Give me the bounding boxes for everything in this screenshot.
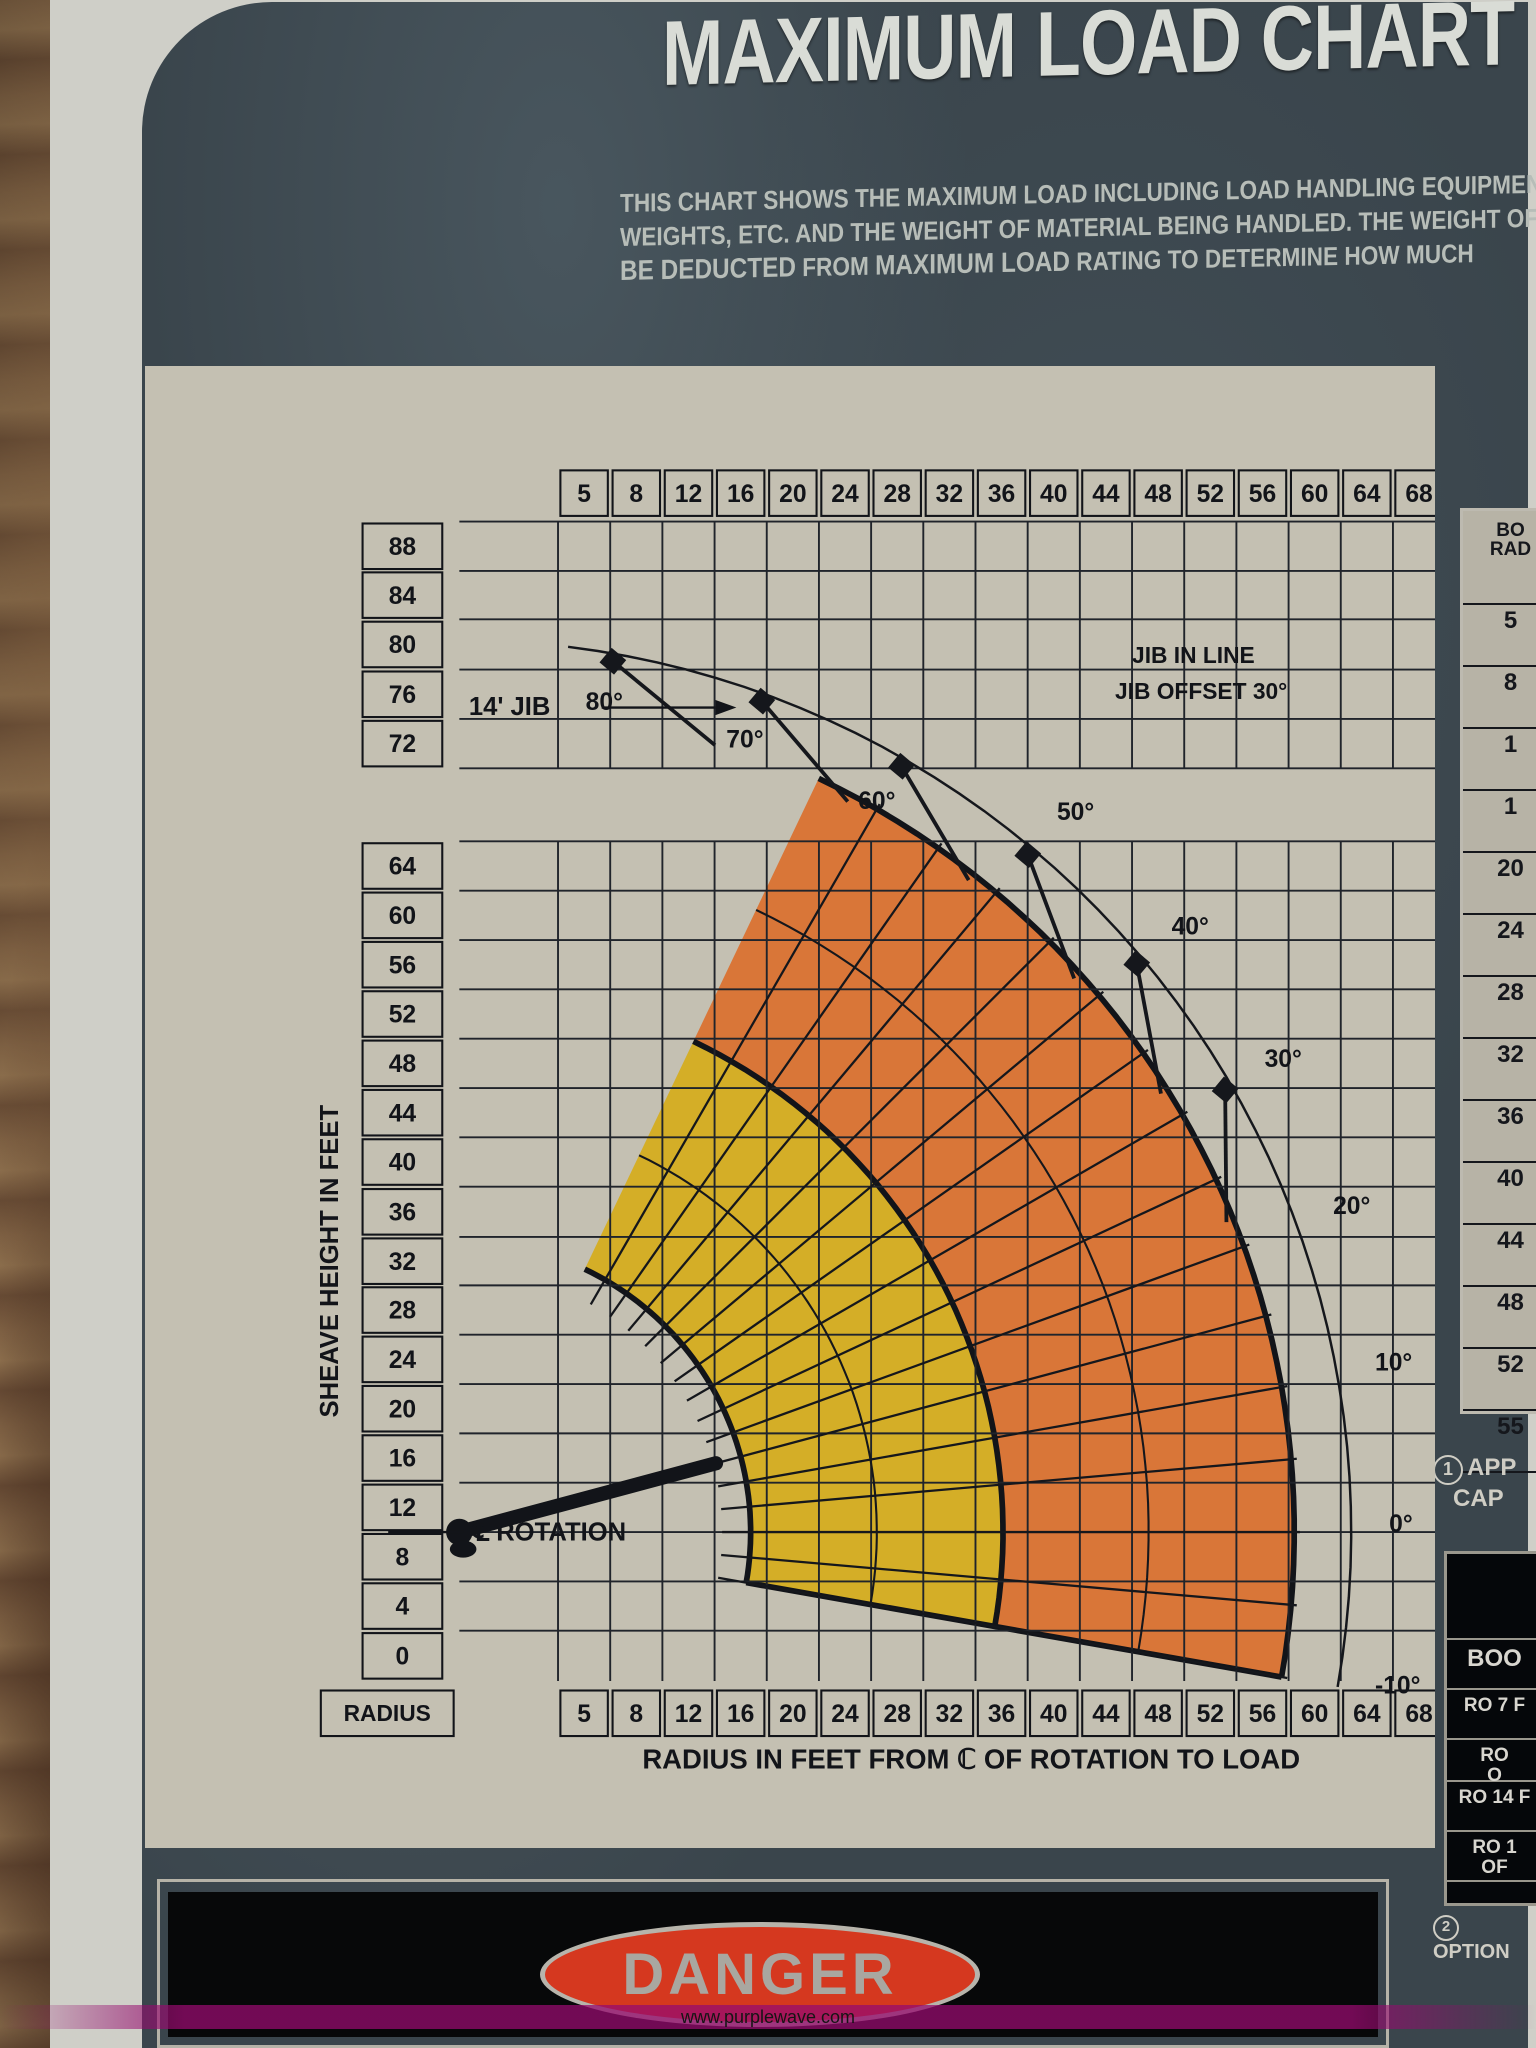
svg-text:76: 76	[389, 682, 416, 709]
svg-text:RADIUS IN FEET FROM ℂ OF ROTAT: RADIUS IN FEET FROM ℂ OF ROTATION TO LOA…	[642, 1743, 1300, 1774]
svg-text:48: 48	[1144, 481, 1171, 508]
svg-text:60°: 60°	[858, 788, 895, 815]
svg-text:JIB OFFSET 30°: JIB OFFSET 30°	[1115, 678, 1287, 704]
svg-text:16: 16	[727, 481, 754, 508]
svg-text:68: 68	[1405, 1701, 1432, 1728]
svg-text:16: 16	[727, 1701, 754, 1728]
svg-text:68: 68	[1405, 481, 1432, 508]
svg-text:60: 60	[1301, 481, 1328, 508]
svg-text:10°: 10°	[1375, 1350, 1412, 1377]
svg-text:60: 60	[389, 903, 416, 930]
svg-text:4: 4	[396, 1594, 410, 1621]
svg-text:24: 24	[389, 1347, 417, 1374]
svg-text:32: 32	[936, 1701, 963, 1728]
svg-text:12: 12	[389, 1495, 416, 1522]
svg-text:8: 8	[396, 1544, 410, 1571]
svg-text:-10°: -10°	[1375, 1673, 1421, 1700]
svg-text:36: 36	[988, 1701, 1015, 1728]
svg-text:20: 20	[779, 481, 806, 508]
svg-text:32: 32	[936, 481, 963, 508]
svg-text:64: 64	[389, 854, 417, 881]
svg-text:84: 84	[389, 583, 417, 610]
svg-text:36: 36	[389, 1199, 416, 1226]
svg-text:80°: 80°	[586, 689, 623, 716]
svg-text:RADIUS: RADIUS	[344, 1700, 431, 1726]
svg-text:0°: 0°	[1389, 1511, 1413, 1538]
svg-text:48: 48	[1144, 1701, 1171, 1728]
svg-text:8: 8	[629, 481, 643, 508]
svg-text:44: 44	[389, 1100, 417, 1127]
svg-text:44: 44	[1092, 1701, 1120, 1728]
svg-text:70°: 70°	[726, 727, 763, 754]
svg-text:5: 5	[577, 481, 591, 508]
svg-text:56: 56	[389, 952, 416, 979]
svg-text:℄ ROTATION: ℄ ROTATION	[472, 1519, 626, 1547]
svg-text:28: 28	[389, 1298, 416, 1325]
svg-text:44: 44	[1092, 481, 1120, 508]
svg-text:32: 32	[389, 1249, 416, 1276]
svg-text:88: 88	[389, 534, 416, 561]
svg-text:20: 20	[779, 1701, 806, 1728]
svg-text:28: 28	[883, 1701, 910, 1728]
svg-text:64: 64	[1353, 481, 1381, 508]
svg-text:36: 36	[988, 481, 1015, 508]
svg-text:28: 28	[883, 481, 910, 508]
svg-text:52: 52	[389, 1002, 416, 1029]
svg-text:56: 56	[1249, 1701, 1276, 1728]
svg-text:12: 12	[675, 481, 702, 508]
svg-text:48: 48	[389, 1051, 416, 1078]
svg-text:SHEAVE HEIGHT IN FEET: SHEAVE HEIGHT IN FEET	[316, 1105, 344, 1418]
svg-text:5: 5	[577, 1701, 591, 1728]
svg-text:52: 52	[1197, 481, 1224, 508]
svg-text:60: 60	[1301, 1701, 1328, 1728]
svg-text:40°: 40°	[1172, 913, 1209, 940]
svg-text:16: 16	[389, 1446, 416, 1473]
svg-text:20: 20	[389, 1396, 416, 1423]
svg-text:12: 12	[675, 1701, 702, 1728]
svg-text:56: 56	[1249, 481, 1276, 508]
svg-text:JIB IN LINE: JIB IN LINE	[1132, 642, 1255, 668]
svg-text:0: 0	[396, 1644, 410, 1671]
svg-text:8: 8	[629, 1701, 643, 1728]
svg-text:80: 80	[389, 632, 416, 659]
svg-text:24: 24	[831, 481, 859, 508]
svg-text:40: 40	[389, 1150, 416, 1177]
svg-text:72: 72	[389, 731, 416, 758]
svg-text:50°: 50°	[1057, 799, 1094, 826]
svg-text:64: 64	[1353, 1701, 1381, 1728]
svg-text:52: 52	[1197, 1701, 1224, 1728]
svg-text:40: 40	[1040, 1701, 1067, 1728]
svg-text:24: 24	[831, 1701, 859, 1728]
svg-text:40: 40	[1040, 481, 1067, 508]
svg-text:30°: 30°	[1265, 1046, 1302, 1073]
svg-text:20°: 20°	[1333, 1193, 1370, 1220]
svg-text:14' JIB: 14' JIB	[469, 693, 551, 721]
